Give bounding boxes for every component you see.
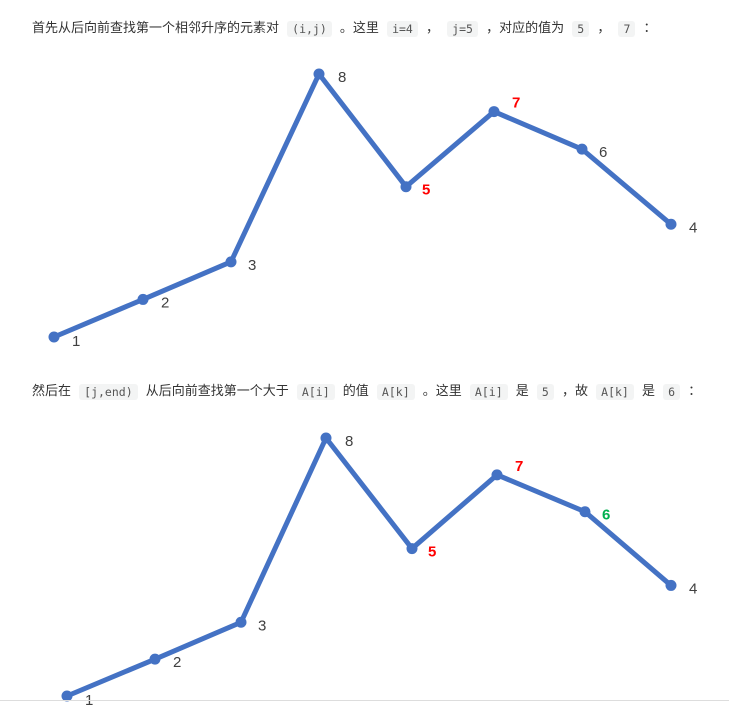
- data-point: [313, 68, 325, 80]
- paragraph-step-2: 然后在 [j,end) 从后向前查找第一个大于 A[i] 的值 A[k] 。这里…: [32, 381, 701, 404]
- data-label: 1: [72, 333, 80, 350]
- data-label: 2: [161, 294, 169, 311]
- series-line: [51, 71, 674, 340]
- text: 的值: [342, 384, 369, 399]
- data-label: 4: [689, 580, 697, 597]
- text: 是: [515, 384, 529, 399]
- inline-code: (i,j): [287, 21, 332, 37]
- inline-code: 7: [618, 21, 636, 37]
- text: ，对应的值为: [486, 21, 565, 36]
- inline-code: A[k]: [596, 384, 634, 400]
- data-point: [137, 293, 149, 305]
- data-label: 5: [422, 182, 430, 199]
- data-label: 6: [599, 144, 607, 161]
- data-point: [576, 143, 588, 155]
- data-point: [579, 506, 591, 518]
- text: 。这里: [422, 384, 462, 399]
- data-label: 7: [515, 458, 523, 475]
- line-chart-1: 1 2 3 8 5 7 6 4: [48, 68, 697, 350]
- inline-code: 5: [536, 384, 554, 400]
- text: 然后在: [32, 384, 72, 399]
- data-label: 4: [689, 219, 697, 236]
- data-point: [665, 579, 677, 591]
- text: ，: [426, 21, 440, 36]
- data-label: 7: [512, 95, 520, 112]
- data-point: [61, 690, 73, 702]
- data-label: 3: [248, 257, 256, 274]
- divider: [0, 700, 729, 701]
- text: 从后向前查找第一个大于: [145, 384, 289, 399]
- data-point: [400, 181, 412, 193]
- inline-code: [j,end): [79, 384, 138, 400]
- data-label: 3: [258, 617, 266, 634]
- text: 。这里: [339, 21, 379, 36]
- inline-code: j=5: [447, 21, 478, 37]
- data-point: [665, 218, 677, 230]
- data-label: 2: [173, 654, 181, 671]
- text: ，: [597, 21, 611, 36]
- paragraph-step-1: 首先从后向前查找第一个相邻升序的元素对 (i,j) 。这里 i=4 ， j=5 …: [32, 18, 657, 41]
- data-point: [406, 543, 418, 555]
- inline-code: i=4: [387, 21, 418, 37]
- data-point: [488, 106, 500, 118]
- series-line: [64, 435, 674, 699]
- data-label: 8: [345, 433, 353, 450]
- data-point: [149, 653, 161, 665]
- data-point: [48, 331, 60, 343]
- inline-code: A[i]: [296, 384, 335, 400]
- text: 是: [642, 384, 656, 399]
- inline-code: A[i]: [469, 384, 508, 400]
- text: ：: [688, 384, 702, 399]
- inline-code: A[k]: [376, 384, 415, 400]
- text: ，故: [562, 384, 589, 399]
- data-point: [320, 432, 332, 444]
- inline-code: 6: [663, 384, 681, 400]
- data-point: [235, 616, 247, 628]
- text: ：: [643, 21, 657, 36]
- inline-code: 5: [572, 21, 590, 37]
- data-label: 5: [428, 544, 436, 561]
- text: 首先从后向前查找第一个相邻升序的元素对: [32, 21, 280, 36]
- data-point: [491, 469, 503, 481]
- data-label: 8: [338, 69, 346, 86]
- data-point: [225, 256, 237, 268]
- data-label: 6: [602, 507, 610, 524]
